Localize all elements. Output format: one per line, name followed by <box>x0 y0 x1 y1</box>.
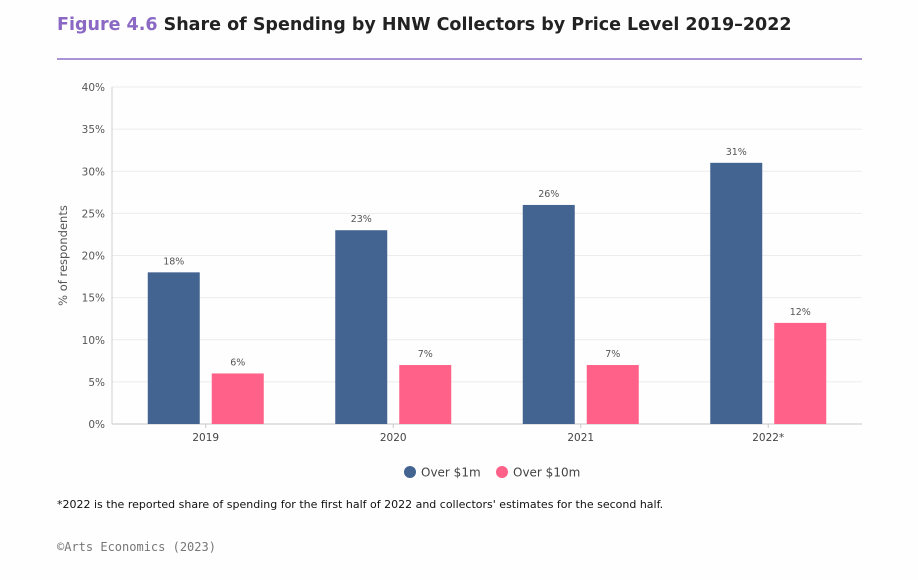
figure-title: Share of Spending by HNW Collectors by P… <box>163 15 792 35</box>
y-tick-label: 25% <box>82 208 105 220</box>
figure-label: Figure 4.6 <box>57 15 158 35</box>
y-tick-label: 0% <box>88 419 105 431</box>
bar-over-10m <box>774 322 827 424</box>
data-label: 6% <box>230 357 245 368</box>
bar-over-1m <box>522 204 575 424</box>
bar-over-1m <box>710 162 763 424</box>
y-axis-title: % of respondents <box>56 205 70 306</box>
footnote: *2022 is the reported share of spending … <box>57 498 664 511</box>
source-credit: ©Arts Economics (2023) <box>57 540 216 554</box>
legend-label: Over $10m <box>513 466 580 480</box>
legend-swatch <box>496 466 508 478</box>
x-tick-label: 2019 <box>192 432 219 444</box>
bar-over-10m <box>211 373 264 424</box>
data-label: 12% <box>790 307 811 318</box>
bar-over-10m <box>586 365 639 424</box>
data-label: 18% <box>163 256 184 267</box>
bar-over-1m <box>335 230 388 424</box>
bar-over-10m <box>399 365 452 424</box>
data-label: 7% <box>418 349 433 360</box>
x-tick-label: 2021 <box>567 432 594 444</box>
data-label: 7% <box>605 349 620 360</box>
legend-swatch <box>404 466 416 478</box>
y-tick-label: 10% <box>82 335 105 347</box>
bar-chart: 0% 5% 10% 15% 20% 25% 30% 35% 40% % of respondent… <box>56 82 862 480</box>
data-label: 23% <box>351 214 372 225</box>
y-tick-label: 15% <box>82 293 105 305</box>
chart-title: Figure 4.6 Share of Spending by HNW Coll… <box>57 15 792 35</box>
x-tick-label: 2022* <box>752 432 784 444</box>
data-label: 31% <box>726 147 747 158</box>
y-tick-label: 20% <box>82 251 105 263</box>
x-tick-label: 2020 <box>380 432 407 444</box>
title-divider <box>57 58 862 60</box>
y-tick-label: 40% <box>82 82 105 94</box>
y-tick-label: 35% <box>82 124 105 136</box>
legend-label: Over $1m <box>421 466 481 480</box>
y-tick-label: 5% <box>88 377 105 389</box>
data-label: 26% <box>538 189 559 200</box>
bar-over-1m <box>147 272 200 424</box>
y-tick-label: 30% <box>82 166 105 178</box>
